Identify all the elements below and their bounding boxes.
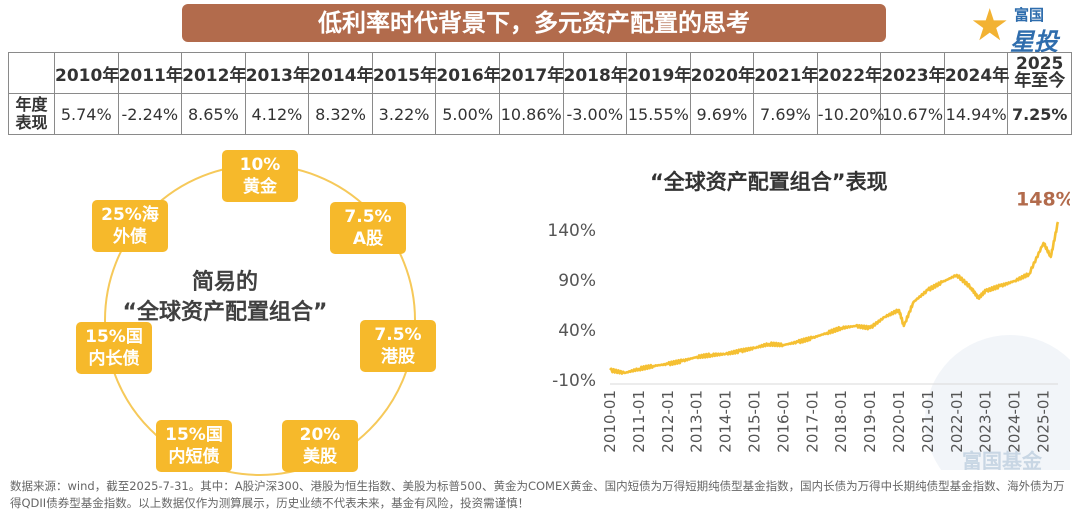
return-value-cell: 9.69% <box>689 93 755 135</box>
year-header-cell: 2023年 <box>880 52 946 94</box>
star-icon: ★ <box>970 0 1010 51</box>
return-value-cell: 4.12% <box>244 93 310 135</box>
return-value-cell: 15.55% <box>626 93 691 135</box>
asset-name: 内短债 <box>168 447 220 467</box>
x-tick-label: 2018-01 <box>832 390 850 453</box>
x-tick-label: 2023-01 <box>977 390 995 453</box>
asset-box: 20% 美股 <box>282 420 358 472</box>
x-tick-label: 2017-01 <box>803 390 821 453</box>
asset-name: 外债 <box>113 227 147 247</box>
year-header-cell: 2016年 <box>435 52 501 94</box>
page-title: 低利率时代背景下，多元资产配置的思考 <box>182 4 886 42</box>
asset-name: A股 <box>352 229 384 249</box>
data-source-note: 数据来源：wind，截至2025-7-31。其中：A股沪深300、港股为恒生指数… <box>10 479 1065 510</box>
year-header-cell: 2015年 <box>371 52 437 94</box>
center-line-2: “全球资产配置组合” <box>122 300 328 325</box>
return-value-cell: -10.20% <box>816 93 885 135</box>
year-header-cell: 2022年 <box>816 52 882 94</box>
year-header-cell: 2013年 <box>244 52 310 94</box>
year-header-cell: 2011年 <box>117 52 183 94</box>
x-tick-label: 2015-01 <box>746 390 764 453</box>
y-tick-label: 40% <box>558 321 596 341</box>
asset-weight: 10% <box>239 155 281 175</box>
x-tick-label: 2020-01 <box>890 390 908 453</box>
year-header-row: 2010年 2011年 2012年 2013年 2014年 2015年 2016年 2017年… <box>8 52 1072 94</box>
y-tick-label: -10% <box>552 371 596 391</box>
x-tick-label: 2019-01 <box>861 390 879 453</box>
year-header-cell: 2018年 <box>562 52 628 94</box>
asset-box: 25%海 外债 <box>92 200 168 252</box>
return-value-cell: 7.25% <box>1007 93 1072 135</box>
year-header-cell: 2024年 <box>943 52 1009 94</box>
return-value-row: 年度表现 5.74% -2.24% 8.65% 4.12% 8.32% 3.22% 5.00… <box>8 93 1072 135</box>
return-value-cell: 14.94% <box>943 93 1009 135</box>
asset-weight: 15%国 <box>85 327 143 347</box>
watermark-text: 富国基金 <box>962 449 1043 470</box>
year-header-cell: 2019年 <box>626 52 691 94</box>
year-header-cell: 2021年 <box>753 52 819 94</box>
return-value-cell: 10.86% <box>498 93 564 135</box>
year-header-cell: 2010年 <box>54 52 119 94</box>
return-value-cell: 5.00% <box>435 93 500 135</box>
x-tick-label: 2021-01 <box>919 390 937 453</box>
asset-weight: 15%国 <box>165 425 223 445</box>
year-header-cell: 2020年 <box>689 52 755 94</box>
asset-box: 15%国 内长债 <box>76 322 152 374</box>
asset-box: 7.5% 港股 <box>360 320 436 372</box>
x-tick-label: 2022-01 <box>948 390 966 453</box>
logo-text-small: 富国 <box>1014 6 1045 24</box>
return-value-cell: 8.32% <box>308 93 373 135</box>
asset-name: 黄金 <box>243 177 277 197</box>
asset-name: 内长债 <box>88 349 140 369</box>
annual-returns-table: 2010年 2011年 2012年 2013年 2014年 2015年 2016年 2017年… <box>8 52 1072 135</box>
year-header-cell: 2025年至今 <box>1007 52 1072 94</box>
x-tick-label: 2013-01 <box>688 390 706 453</box>
return-value-cell: 7.69% <box>753 93 818 135</box>
center-line-1: 简易的 <box>191 270 258 295</box>
row-label: 年度表现 <box>8 93 55 135</box>
year-header-cell: 2012年 <box>181 52 246 94</box>
portfolio-center-label: 简易的 “全球资产配置组合” <box>100 268 350 328</box>
x-tick-label: 2016-01 <box>774 390 792 453</box>
x-tick-label: 2010-01 <box>601 390 619 453</box>
y-tick-label: 90% <box>558 271 596 291</box>
portfolio-performance-line <box>609 221 1060 375</box>
asset-box: 15%国 内短债 <box>156 420 232 472</box>
performance-line-chart: 富国基金 -10% 40% 90% 140% 2010-01 2011-01 2012-0… <box>547 190 1070 470</box>
y-tick-label: 140% <box>547 221 596 241</box>
watermark-logo: 富国基金 <box>925 335 1070 470</box>
end-value-label: 148% <box>1016 190 1070 211</box>
table-corner <box>8 52 55 94</box>
asset-name: 美股 <box>303 447 337 467</box>
x-tick-label: 2025-01 <box>1035 390 1053 453</box>
x-tick-label: 2011-01 <box>630 390 648 453</box>
asset-weight: 7.5% <box>374 325 422 345</box>
year-header-cell: 2017年 <box>498 52 564 94</box>
asset-weight: 25%海 <box>101 205 159 225</box>
asset-name: 港股 <box>381 347 415 367</box>
return-value-cell: 5.74% <box>54 93 119 135</box>
year-header-cell: 2014年 <box>308 52 374 94</box>
return-value-cell: 3.22% <box>371 93 437 135</box>
asset-box: 10% 黄金 <box>222 150 298 202</box>
asset-weight: 7.5% <box>344 207 392 227</box>
return-value-cell: 8.65% <box>181 93 246 135</box>
brand-logo: ★ 富国 星投顾 <box>968 0 1076 92</box>
x-tick-label: 2024-01 <box>1006 390 1024 453</box>
x-tick-label: 2012-01 <box>659 390 677 453</box>
portfolio-diagram: 10% 黄金 7.5% A股 7.5% 港股 20% 美股 15%国 内短债 15%国 内长债 25%海… <box>70 150 460 480</box>
x-tick-label: 2014-01 <box>717 390 735 453</box>
asset-box: 7.5% A股 <box>330 202 406 254</box>
return-value-cell: -2.24% <box>117 93 183 135</box>
return-value-cell: 10.67% <box>880 93 945 135</box>
return-value-cell: -3.00% <box>562 93 628 135</box>
asset-weight: 20% <box>299 425 341 445</box>
chart-title: “全球资产配置组合”表现 <box>650 170 888 194</box>
